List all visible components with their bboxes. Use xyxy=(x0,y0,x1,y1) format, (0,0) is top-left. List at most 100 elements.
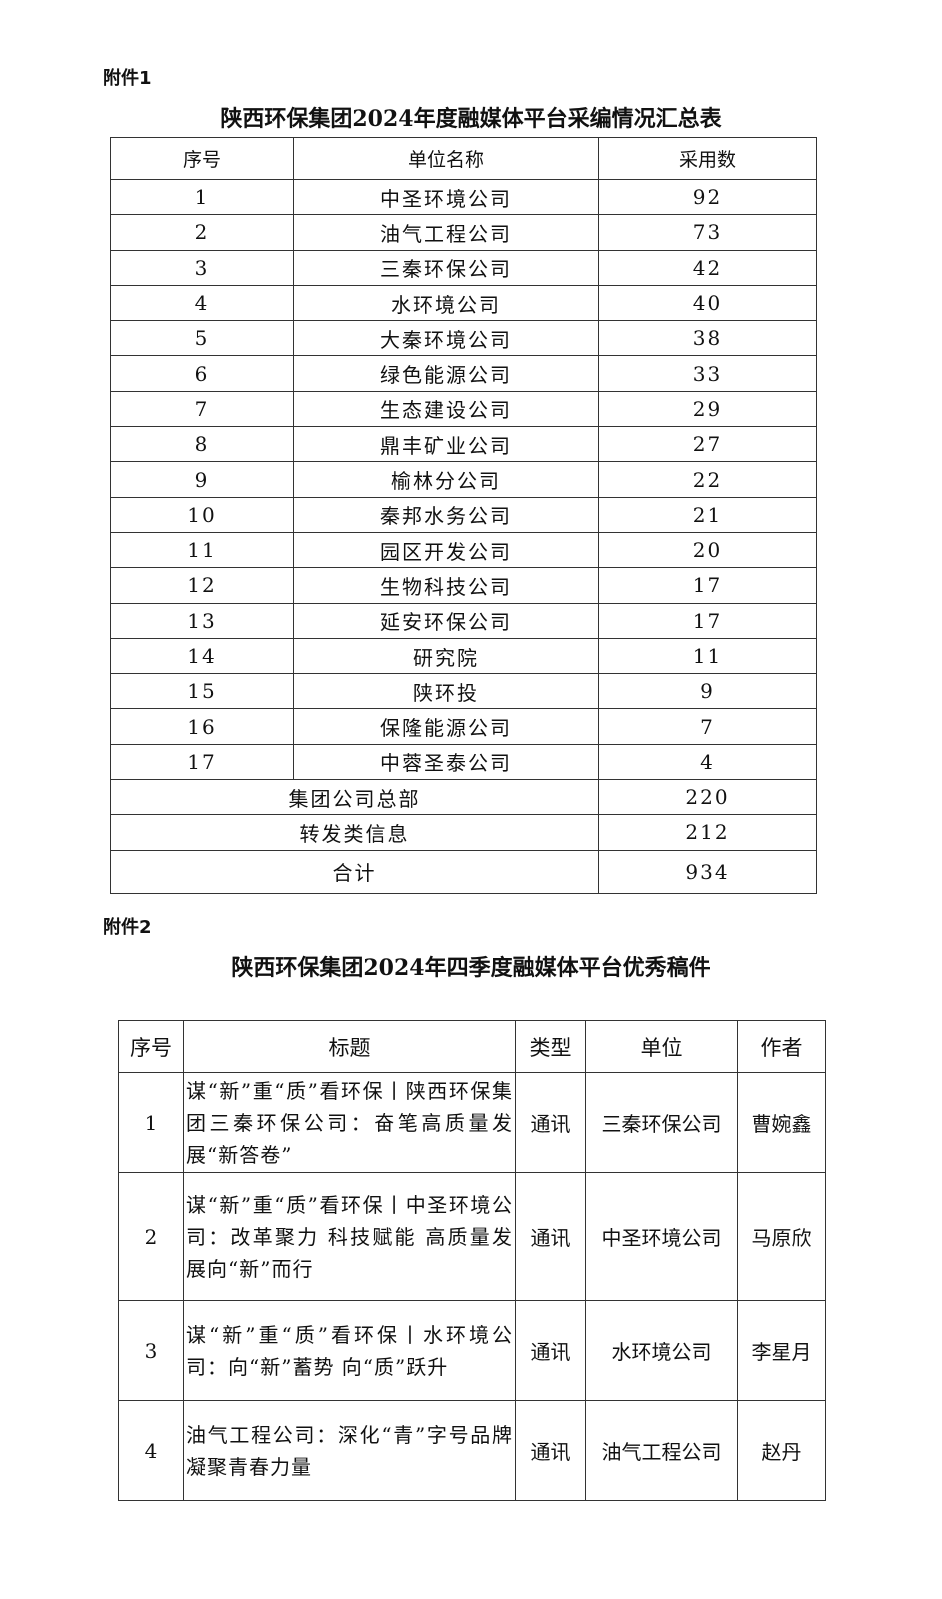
table-row: 4 水环境公司 40 xyxy=(110,284,817,322)
table-row: 6 绿色能源公司 33 xyxy=(110,355,817,392)
author-cell: 曹婉鑫 xyxy=(737,1072,826,1173)
index-cell: 10 xyxy=(110,496,294,533)
header-count: 采用数 xyxy=(598,137,817,180)
table-row: 12 生物科技公司 17 xyxy=(110,567,817,604)
table-row: 1 谋“新”重“质”看环保丨陕西环保集团三秦环保公司：奋笔高质量发展“新答卷” 通讯… xyxy=(118,1072,826,1173)
summary-table: 序号 单位名称 采用数 1 中圣环境公司 92 2 油气工程公司 73 3 三秦环保公司 42 4… xyxy=(110,137,817,894)
table-header-row: 序号 标题 类型 单位 作者 xyxy=(118,1020,826,1073)
table-row: 7 生态建设公司 29 xyxy=(110,390,817,428)
count-cell: 73 xyxy=(598,214,817,251)
header-type: 类型 xyxy=(515,1020,586,1073)
table-header-row: 序号 单位名称 采用数 xyxy=(110,137,817,180)
index-cell: 12 xyxy=(110,567,294,604)
unit-cell: 榆林分公司 xyxy=(293,461,599,498)
count-cell: 38 xyxy=(598,320,817,357)
table-row: 5 大秦环境公司 38 xyxy=(110,320,817,357)
type-cell: 通讯 xyxy=(515,1400,586,1501)
summary-count-cell: 220 xyxy=(598,779,817,816)
unit-cell: 中蓉圣泰公司 xyxy=(293,743,599,781)
unit-cell: 油气工程公司 xyxy=(293,214,599,251)
count-cell: 21 xyxy=(598,496,817,533)
index-cell: 15 xyxy=(110,673,294,710)
table-row: 2 油气工程公司 73 xyxy=(110,214,817,251)
unit-cell: 水环境公司 xyxy=(293,284,599,322)
index-cell: 13 xyxy=(110,602,294,639)
unit-cell: 园区开发公司 xyxy=(293,531,599,569)
index-cell: 5 xyxy=(110,320,294,357)
count-cell: 20 xyxy=(598,531,817,569)
count-cell: 40 xyxy=(598,284,817,322)
index-cell: 14 xyxy=(110,637,294,675)
unit-cell: 大秦环境公司 xyxy=(293,320,599,357)
summary-label-cell: 集团公司总部 xyxy=(110,779,599,816)
table-row: 15 陕环投 9 xyxy=(110,673,817,710)
unit-cell: 保隆能源公司 xyxy=(293,708,599,745)
title-cell: 油气工程公司：深化“青”字号品牌 凝聚青春力量 xyxy=(183,1400,516,1501)
count-cell: 11 xyxy=(598,637,817,675)
unit-cell: 延安环保公司 xyxy=(293,602,599,639)
count-cell: 27 xyxy=(598,426,817,463)
table-row: 14 研究院 11 xyxy=(110,637,817,675)
header-unit: 单位 xyxy=(585,1020,738,1073)
index-cell: 6 xyxy=(110,355,294,392)
attachment2-title: 陕西环保集团2024年四季度融媒体平台优秀稿件 xyxy=(231,955,711,981)
unit-cell: 中圣环境公司 xyxy=(585,1172,738,1301)
attachment1-title: 陕西环保集团2024年度融媒体平台采编情况汇总表 xyxy=(220,106,722,132)
unit-cell: 秦邦水务公司 xyxy=(293,496,599,533)
summary-count-cell: 934 xyxy=(598,849,817,894)
header-author: 作者 xyxy=(737,1020,826,1073)
count-cell: 92 xyxy=(598,178,817,216)
header-unit: 单位名称 xyxy=(293,137,599,180)
table-row: 1 中圣环境公司 92 xyxy=(110,178,817,216)
index-cell: 8 xyxy=(110,426,294,463)
summary-row: 合计 934 xyxy=(110,849,817,894)
title-cell: 谋“新”重“质”看环保丨水环境公司：向“新”蓄势 向“质”跃升 xyxy=(183,1300,516,1401)
index-cell: 9 xyxy=(110,461,294,498)
index-cell: 11 xyxy=(110,531,294,569)
summary-row: 集团公司总部 220 xyxy=(110,779,817,816)
count-cell: 17 xyxy=(598,602,817,639)
unit-cell: 三秦环保公司 xyxy=(293,249,599,286)
unit-cell: 生物科技公司 xyxy=(293,567,599,604)
index-cell: 7 xyxy=(110,390,294,428)
table-row: 3 三秦环保公司 42 xyxy=(110,249,817,286)
unit-cell: 中圣环境公司 xyxy=(293,178,599,216)
index-cell: 4 xyxy=(118,1400,184,1501)
author-cell: 李星月 xyxy=(737,1300,826,1401)
table-row: 17 中蓉圣泰公司 4 xyxy=(110,743,817,781)
type-cell: 通讯 xyxy=(515,1300,586,1401)
table-row: 2 谋“新”重“质”看环保丨中圣环境公司：改革聚力 科技赋能 高质量发展向“新”而… xyxy=(118,1172,826,1301)
header-title: 标题 xyxy=(183,1020,516,1073)
author-cell: 赵丹 xyxy=(737,1400,826,1501)
summary-count-cell: 212 xyxy=(598,814,817,851)
excellent-articles-table: 序号 标题 类型 单位 作者 1 谋“新”重“质”看环保丨陕西环保集团三秦环保公司… xyxy=(118,1020,826,1501)
type-cell: 通讯 xyxy=(515,1172,586,1301)
type-cell: 通讯 xyxy=(515,1072,586,1173)
title-cell: 谋“新”重“质”看环保丨陕西环保集团三秦环保公司：奋笔高质量发展“新答卷” xyxy=(183,1072,516,1173)
unit-cell: 水环境公司 xyxy=(585,1300,738,1401)
table-row: 3 谋“新”重“质”看环保丨水环境公司：向“新”蓄势 向“质”跃升 通讯 水环境公司李… xyxy=(118,1300,826,1401)
count-cell: 33 xyxy=(598,355,817,392)
unit-cell: 三秦环保公司 xyxy=(585,1072,738,1173)
index-cell: 4 xyxy=(110,284,294,322)
count-cell: 17 xyxy=(598,567,817,604)
table-row: 8 鼎丰矿业公司 27 xyxy=(110,426,817,463)
count-cell: 42 xyxy=(598,249,817,286)
summary-label-cell: 转发类信息 xyxy=(110,814,599,851)
summary-row: 转发类信息 212 xyxy=(110,814,817,851)
author-cell: 马原欣 xyxy=(737,1172,826,1301)
table-row: 11 园区开发公司 20 xyxy=(110,531,817,569)
count-cell: 7 xyxy=(598,708,817,745)
count-cell: 22 xyxy=(598,461,817,498)
unit-cell: 绿色能源公司 xyxy=(293,355,599,392)
table-row: 16 保隆能源公司 7 xyxy=(110,708,817,745)
unit-cell: 研究院 xyxy=(293,637,599,675)
index-cell: 2 xyxy=(110,214,294,251)
attachment1-label: 附件1 xyxy=(103,68,152,89)
unit-cell: 鼎丰矿业公司 xyxy=(293,426,599,463)
summary-label-cell: 合计 xyxy=(110,849,599,894)
table-row: 10 秦邦水务公司 21 xyxy=(110,496,817,533)
index-cell: 3 xyxy=(118,1300,184,1401)
unit-cell: 油气工程公司 xyxy=(585,1400,738,1501)
index-cell: 1 xyxy=(118,1072,184,1173)
